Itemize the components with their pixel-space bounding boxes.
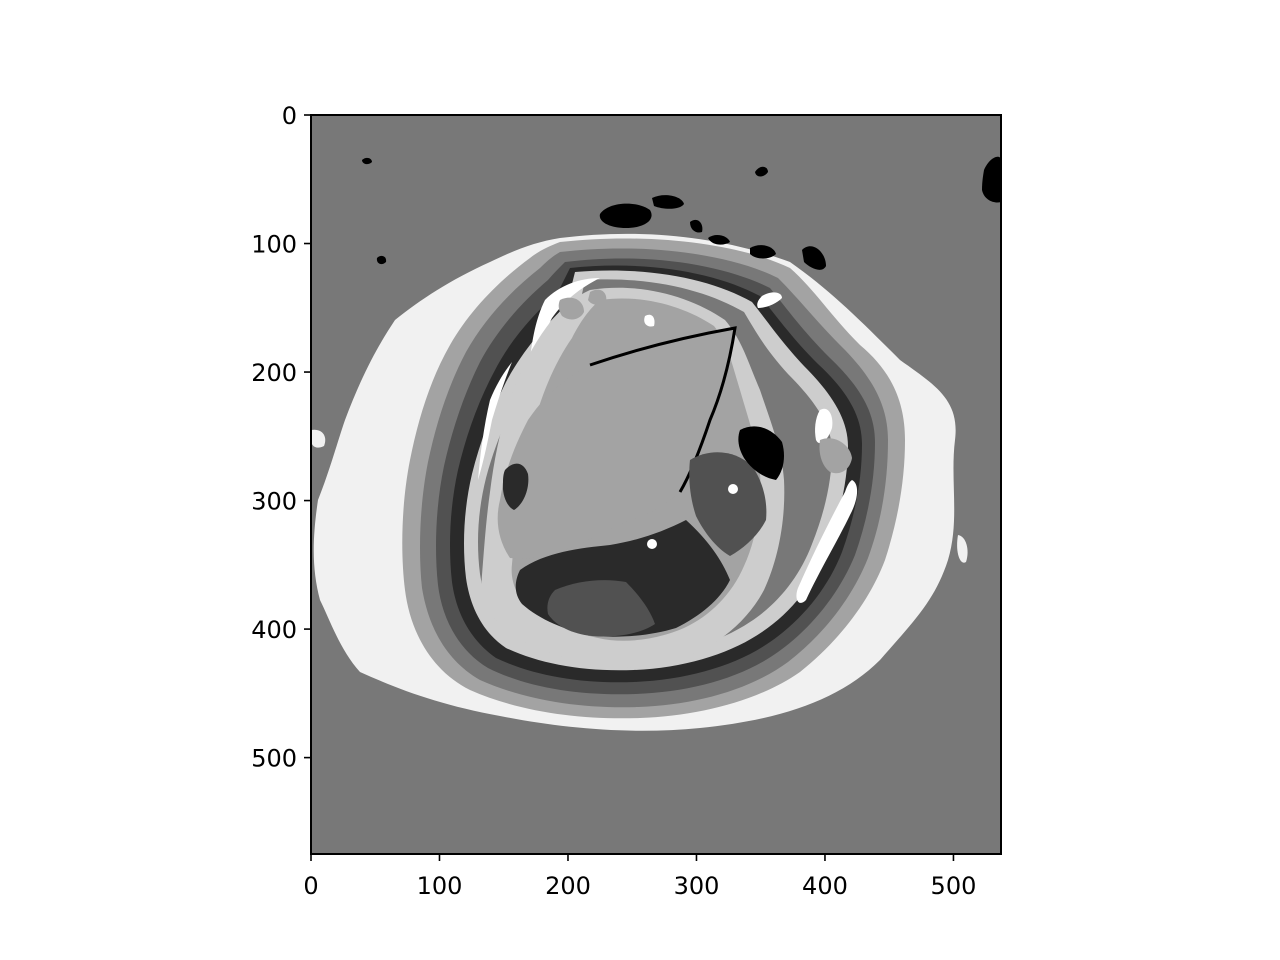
y-tick-label: 300 <box>251 488 297 516</box>
heatmap-image <box>311 115 1001 854</box>
y-tick-label: 100 <box>251 231 297 259</box>
x-tick-label: 200 <box>545 872 591 900</box>
halo-fleck <box>311 429 326 448</box>
x-tick-label: 0 <box>303 872 318 900</box>
dark-blob <box>755 166 768 177</box>
dark-lobe <box>738 426 784 480</box>
gray-spot <box>819 438 852 474</box>
dark-blob <box>362 157 372 165</box>
gray-spot <box>588 289 607 305</box>
white-streak <box>530 278 600 360</box>
dark-lobe <box>502 463 529 510</box>
white-streak <box>796 480 858 603</box>
dark-blob <box>982 156 1001 203</box>
halo-fleck <box>957 535 968 563</box>
y-tick-label: 400 <box>251 616 297 644</box>
dark-blob <box>802 246 826 270</box>
x-tick-label: 300 <box>674 872 720 900</box>
y-tick-label: 200 <box>251 359 297 387</box>
x-tick-label: 500 <box>931 872 977 900</box>
dark-blob <box>690 219 703 233</box>
dark-blob <box>750 245 776 259</box>
white-spot <box>728 484 738 494</box>
white-spot <box>647 539 657 549</box>
central-region <box>497 328 735 559</box>
white-streak <box>815 408 833 444</box>
gray-lobe <box>547 580 655 637</box>
gray-spot <box>558 297 584 320</box>
y-tick-label: 0 <box>282 102 297 130</box>
white-streak <box>757 292 782 308</box>
x-tick-label: 100 <box>417 872 463 900</box>
dark-blob <box>599 203 652 228</box>
white-spot <box>644 314 655 327</box>
central-outline <box>589 326 737 493</box>
y-axis: 0 100 200 300 400 500 <box>251 102 311 773</box>
y-tick-label: 500 <box>251 745 297 773</box>
x-tick-label: 400 <box>802 872 848 900</box>
dark-blob <box>708 235 730 245</box>
x-axis: 0 100 200 300 400 500 <box>303 854 976 900</box>
plot-frame <box>310 114 1002 855</box>
dark-blob <box>652 195 684 209</box>
gray-lobe <box>689 452 767 556</box>
dark-blob <box>376 255 387 265</box>
